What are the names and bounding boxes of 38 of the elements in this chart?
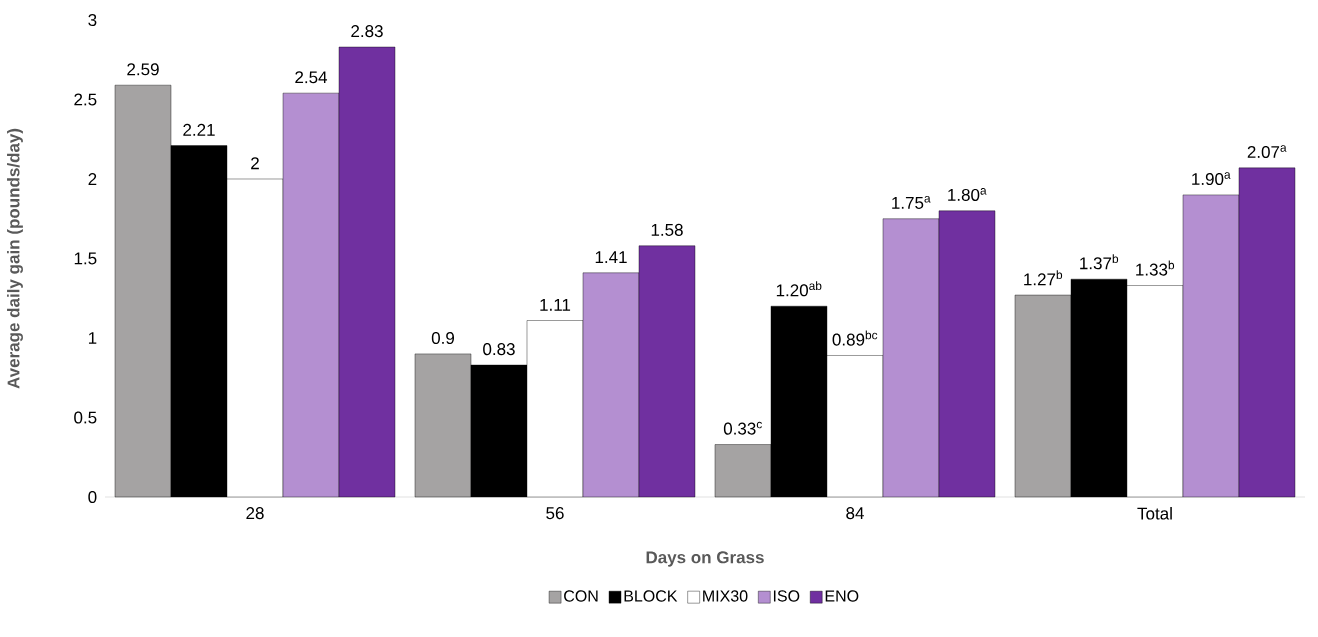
x-tick-label: 56 bbox=[546, 507, 564, 520]
data-label: 0.9 bbox=[431, 331, 455, 345]
y-tick-label: 0.5 bbox=[74, 411, 97, 424]
data-label: 1.37$^{b}$ bbox=[1080, 254, 1119, 270]
data-label: 1.41 bbox=[595, 251, 627, 263]
data-label: 1.80$^{a}$ bbox=[948, 188, 987, 201]
legend-label: ISO bbox=[773, 590, 800, 602]
data-label: 0.83 bbox=[483, 343, 515, 356]
legend-label: CON bbox=[564, 590, 598, 602]
y-tick-label: 2.5 bbox=[74, 93, 97, 106]
x-tick-label: 28 bbox=[246, 507, 264, 520]
y-tick-label: 0 bbox=[88, 490, 97, 504]
y-axis-title: Average daily gain (pounds/day) bbox=[7, 128, 23, 389]
data-label: 1.33$^{b}$ bbox=[1136, 260, 1175, 276]
y-tick-label: 3 bbox=[88, 13, 97, 27]
legend-label: ENO bbox=[825, 590, 859, 602]
y-tick-label: 2 bbox=[88, 173, 97, 185]
x-tick-label: 84 bbox=[846, 507, 864, 520]
data-label: 2.07$^{a}$ bbox=[1247, 145, 1287, 159]
legend-label: BLOCK bbox=[624, 590, 678, 602]
data-label: 1.11 bbox=[540, 298, 571, 311]
data-label: 2.59 bbox=[127, 63, 159, 76]
data-label: 2.54 bbox=[295, 71, 328, 84]
x-tick-label: Total bbox=[1137, 507, 1172, 520]
x-axis-title: Days on Grass bbox=[646, 551, 764, 567]
data-label: 0.33$^{c}$ bbox=[723, 421, 762, 435]
data-label: 2.83 bbox=[351, 25, 383, 38]
data-label: 1.20$^{ab}$ bbox=[776, 281, 822, 297]
data-label: 1.27$^{b}$ bbox=[1024, 270, 1063, 286]
data-label: 0.89$^{bc}$ bbox=[832, 330, 878, 346]
data-label: 1.90$^{a}$ bbox=[1192, 172, 1231, 186]
data-label: 1.58 bbox=[651, 223, 683, 236]
legend-label: MIX30 bbox=[703, 590, 748, 602]
data-label: 2 bbox=[251, 157, 259, 170]
y-tick-label: 1.5 bbox=[74, 252, 97, 265]
y-tick-label: 1 bbox=[88, 332, 97, 344]
data-label: 1.75$^{a}$ bbox=[892, 196, 931, 209]
data-label: 2.21 bbox=[183, 123, 215, 136]
